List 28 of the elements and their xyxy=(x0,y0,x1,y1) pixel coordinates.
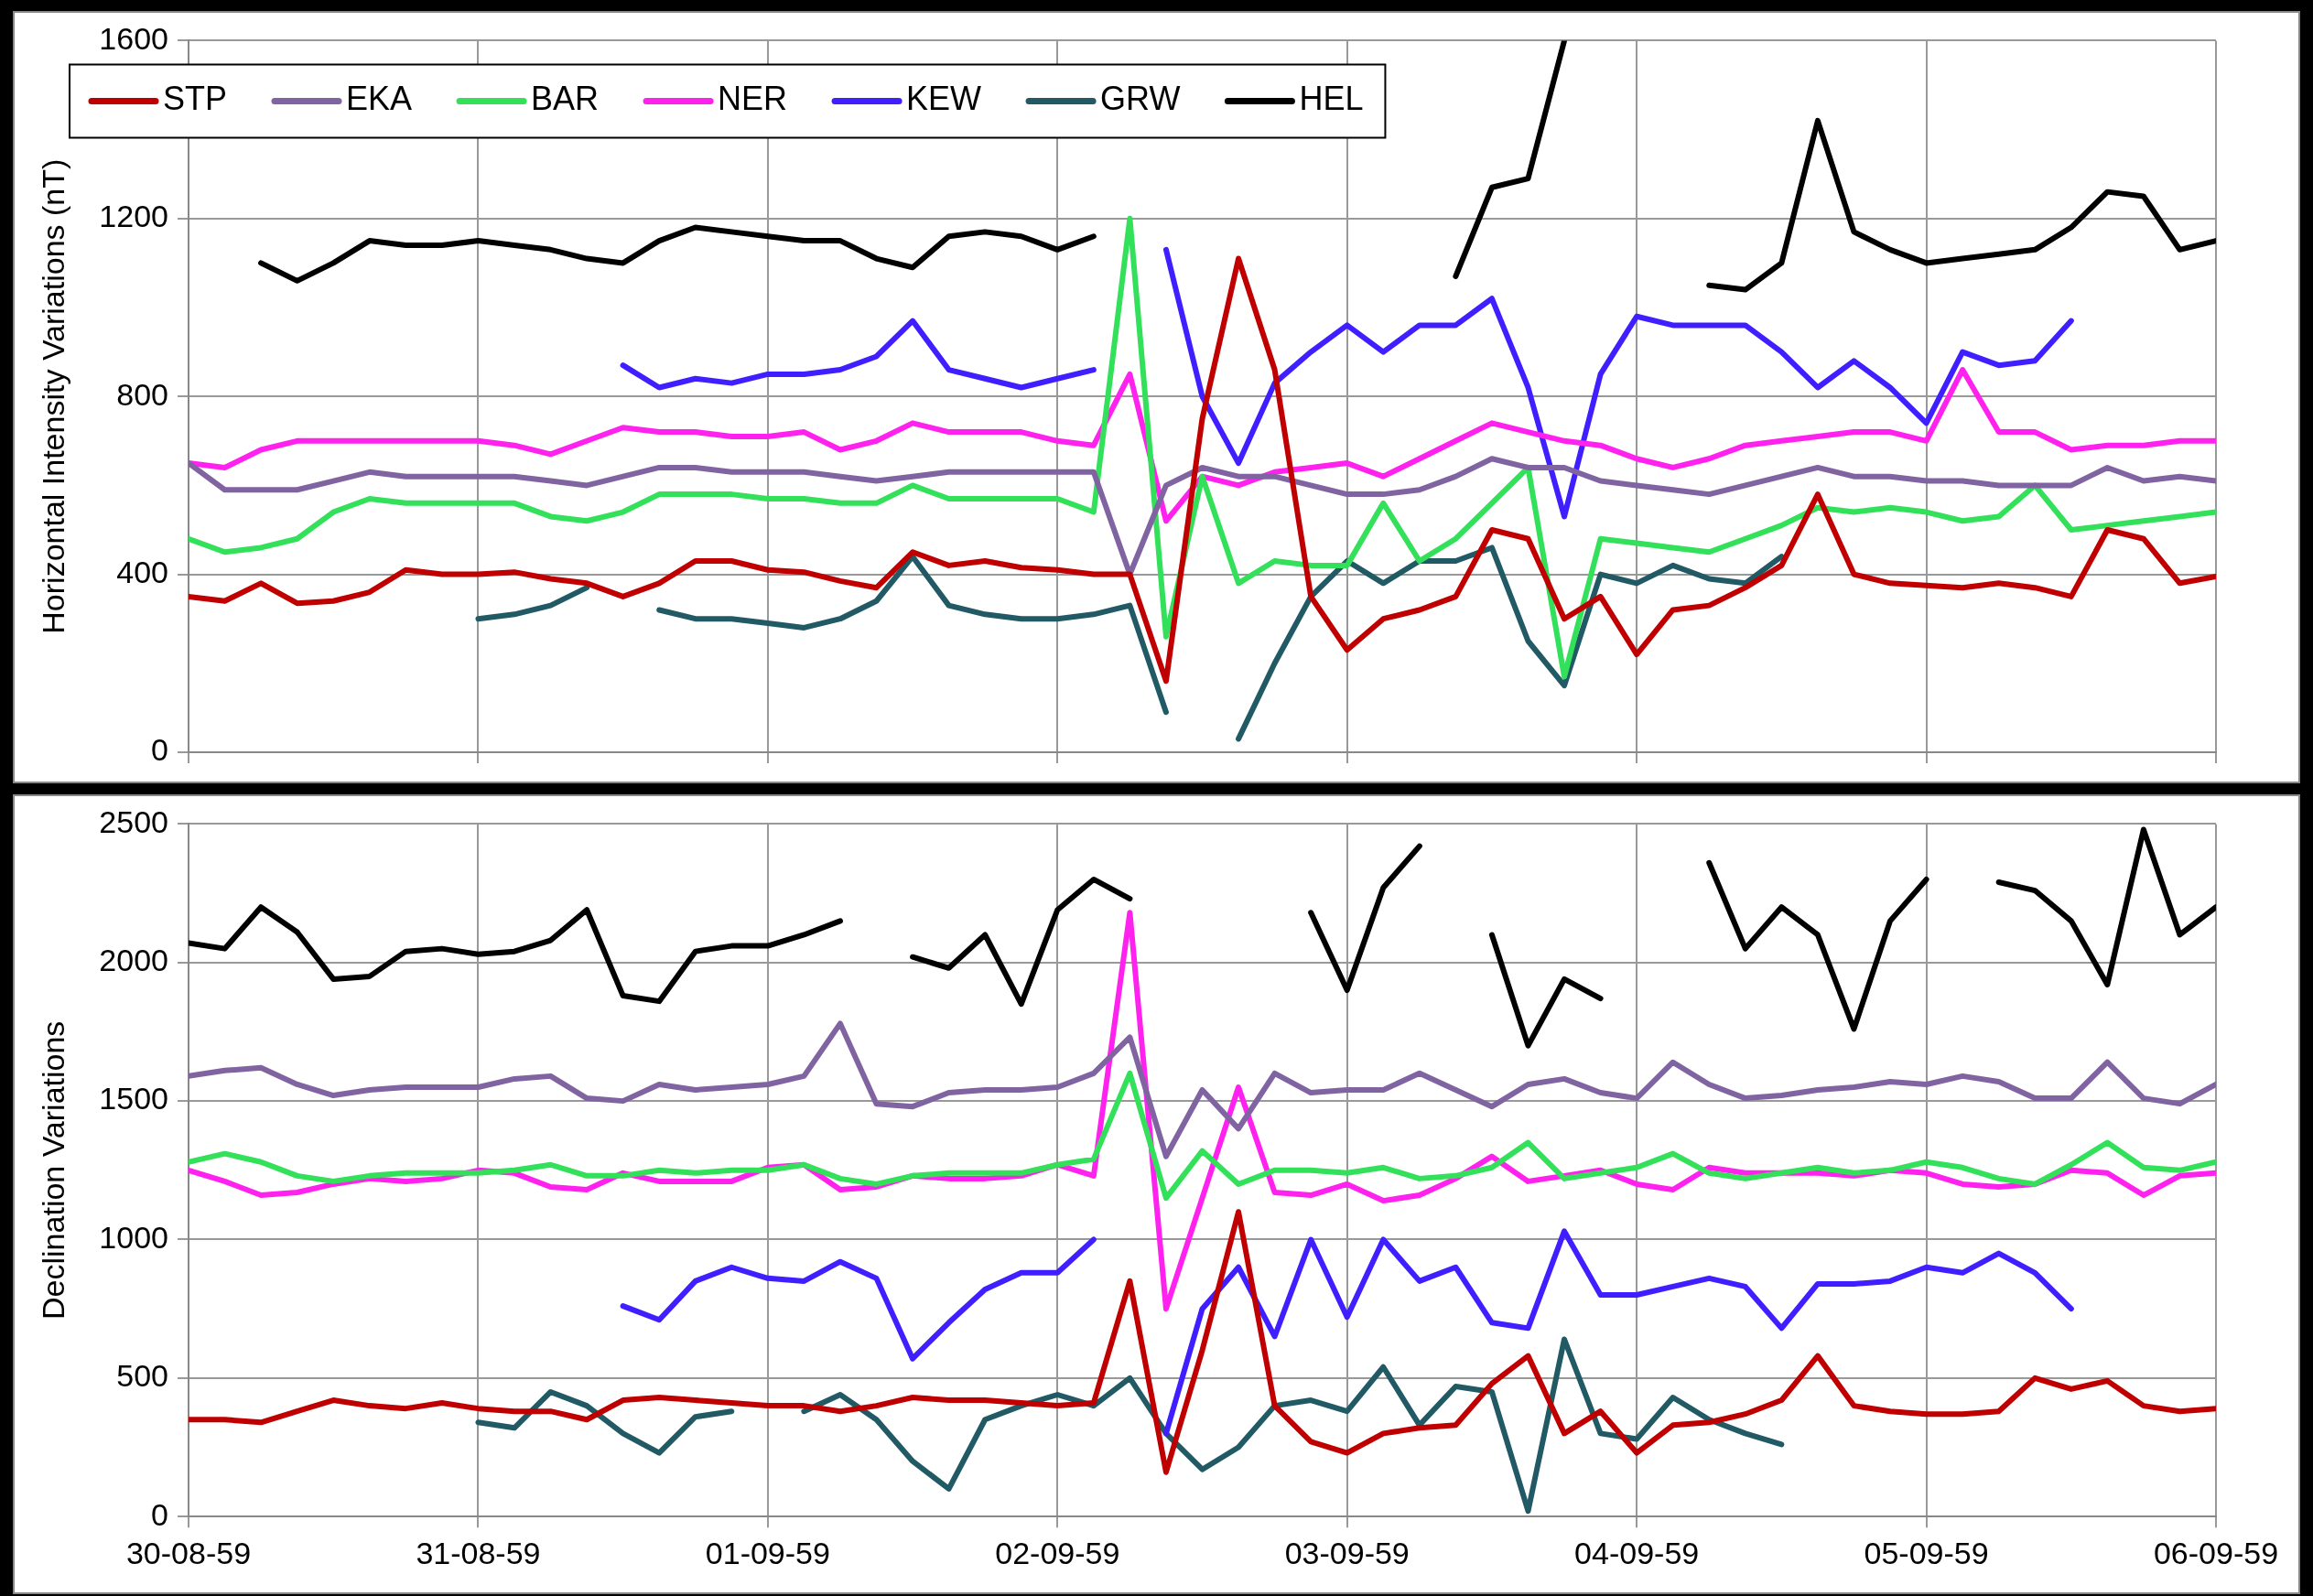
legend-label: HEL xyxy=(1299,80,1364,118)
x-tick-label: 02-09-59 xyxy=(995,1535,1120,1570)
x-tick-label: 31-08-59 xyxy=(416,1535,541,1570)
x-tick-label: 30-08-59 xyxy=(125,1535,252,1570)
legend-label: STP xyxy=(163,80,228,118)
y-tick-label: 1200 xyxy=(99,199,168,234)
x-tick-label: 03-09-59 xyxy=(1284,1535,1410,1570)
y-tick-label: 500 xyxy=(116,1358,168,1394)
legend-label: KEW xyxy=(906,80,982,118)
legend-label: NER xyxy=(718,80,788,118)
legend-label: EKA xyxy=(346,80,413,118)
y-tick-label: 0 xyxy=(151,732,168,768)
y-tick-label: 1000 xyxy=(99,1219,168,1255)
y-tick-label: 400 xyxy=(116,554,168,589)
y-tick-label: 2500 xyxy=(99,803,168,839)
legend-label: BAR xyxy=(531,80,600,118)
y-axis-title: Declination Variations xyxy=(35,1020,70,1320)
y-tick-label: 800 xyxy=(116,376,168,412)
x-tick-label: 05-09-59 xyxy=(1864,1535,1989,1570)
y-tick-label: 2000 xyxy=(99,943,168,978)
y-axis-title: Horizontal Intensity Variations (nT) xyxy=(35,158,70,634)
y-tick-label: 0 xyxy=(151,1496,168,1532)
x-tick-label: 04-09-59 xyxy=(1574,1535,1700,1570)
y-tick-label: 1500 xyxy=(99,1081,168,1116)
y-tick-label: 1600 xyxy=(99,20,168,56)
x-tick-label: 06-09-59 xyxy=(2153,1535,2279,1570)
x-tick-label: 01-09-59 xyxy=(705,1535,830,1570)
legend-label: GRW xyxy=(1100,80,1181,118)
